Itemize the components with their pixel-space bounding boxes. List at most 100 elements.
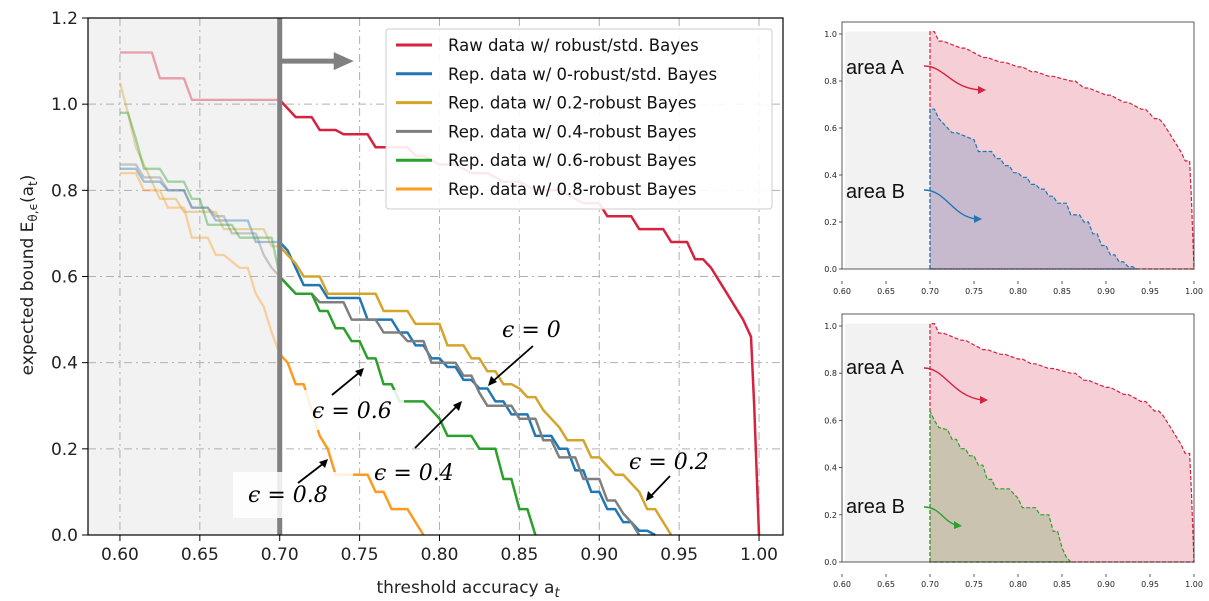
y-tick-label: 0.8 — [824, 369, 837, 378]
annotation-bg-eps-0.8 — [233, 472, 353, 518]
y-tick-label: 0.0 — [824, 558, 837, 567]
annotation-arrow-eps-0 — [491, 345, 534, 383]
area-chart-top-y-ticks: 0.0 0.2 0.4 0.6 0.8 1.0 — [824, 30, 842, 274]
legend-label: Rep. data w/ 0.6-robust Bayes — [448, 151, 696, 170]
y-tick-label: 1.0 — [51, 95, 78, 115]
main-y-ticks: 0.0 0.2 0.4 0.6 0.8 1.0 1.2 — [51, 9, 88, 546]
x-axis-label: threshold accuracy at — [376, 578, 560, 601]
y-tick-label: 0.2 — [824, 218, 837, 227]
series-line-faded — [118, 82, 280, 248]
y-tick-label: 0.6 — [824, 416, 837, 425]
arrowhead-eps-0.8 — [319, 459, 328, 468]
area-a-arrowhead — [980, 396, 988, 404]
annotation-arrows — [297, 345, 671, 498]
annotation-arrowheads — [319, 368, 654, 501]
area-chart-top-x-ticks: 0.60 0.65 0.70 0.75 0.80 0.85 0.90 0.95 1.00 — [833, 281, 1203, 296]
area-a-arrow — [923, 367, 983, 401]
threshold-arrow-head — [333, 52, 354, 71]
annotation-eps-0: ϵ = 0 — [502, 318, 561, 343]
y-tick-label: 1.0 — [824, 30, 837, 39]
x-tick-label: 0.90 — [1097, 580, 1115, 589]
series-line — [278, 275, 641, 536]
y-tick-label: 0.6 — [824, 124, 837, 133]
series-line-faded — [120, 171, 281, 355]
series-line-faded — [120, 167, 280, 244]
area-chart-bottom-shaded-region — [845, 323, 930, 562]
annotation-eps-0.4: ϵ = 0.4 — [374, 461, 454, 486]
x-tick-label: 0.75 — [341, 545, 379, 565]
y-axis-label: expected bound Eθ,ϵ(at) — [18, 175, 40, 376]
x-tick-label: 1.00 — [1185, 580, 1203, 589]
annotation-eps-0.8: ϵ = 0.8 — [248, 483, 328, 508]
x-tick-label: 0.85 — [500, 545, 538, 565]
arrowhead-eps-0.2 — [646, 491, 654, 501]
area-a-fill — [929, 31, 1195, 270]
area-a-label: area A — [846, 57, 904, 79]
x-tick-label: 0.90 — [580, 545, 618, 565]
legend-label: Raw data w/ robust/std. Bayes — [448, 36, 699, 55]
area-chart-bottom-x-ticks: 0.60 0.65 0.70 0.75 0.80 0.85 0.90 0.95 1.00 — [833, 574, 1203, 589]
area-a-fill — [929, 323, 1195, 563]
legend-label: Rep. data w/ 0.4-robust Bayes — [448, 122, 696, 141]
x-tick-label: 0.75 — [965, 287, 983, 296]
annotation-arrow-eps-0.2 — [649, 475, 671, 498]
y-tick-label: 0.0 — [824, 265, 837, 274]
legend-label: Rep. data w/ 0.8-robust Bayes — [448, 180, 696, 199]
x-tick-label: 0.60 — [833, 287, 851, 296]
x-tick-label: 0.95 — [1141, 287, 1159, 296]
y-tick-label: 1.2 — [51, 9, 78, 29]
arrowhead-eps-0 — [488, 376, 497, 386]
x-tick-label: 0.75 — [965, 580, 983, 589]
legend-items: Raw data w/ robust/std. Bayes Rep. data w… — [396, 36, 717, 199]
series-line — [278, 245, 673, 536]
y-tick-label: 0.8 — [51, 181, 78, 201]
x-tick-label: 0.80 — [421, 545, 459, 565]
y-tick-label: 0.6 — [51, 268, 78, 288]
main-x-ticks: 0.60 0.65 0.70 0.75 0.80 0.85 0.90 0.95 1.00 — [101, 535, 778, 565]
area-chart-top-frame — [841, 21, 1195, 270]
x-tick-label: 0.70 — [261, 545, 299, 565]
area-chart-top: 0.60 0.65 0.70 0.75 0.80 0.85 0.90 0.95 1.00 0.0… — [824, 21, 1203, 296]
x-tick-label: 1.00 — [1185, 287, 1203, 296]
x-tick-label: 0.65 — [181, 545, 219, 565]
legend-box — [385, 28, 773, 210]
y-tick-label: 0.2 — [824, 511, 837, 520]
annotation-bg-eps-0.6 — [298, 390, 404, 430]
y-tick-label: 0.4 — [824, 171, 837, 180]
area-b-label: area B — [846, 181, 905, 203]
x-tick-label: 0.70 — [921, 287, 939, 296]
arrowhead-eps-0.4 — [453, 401, 462, 411]
annotation-arrow-eps-0.6 — [331, 371, 361, 396]
area-b-arrowhead — [954, 521, 962, 529]
x-tick-label: 0.85 — [1053, 580, 1071, 589]
series-line-faded — [120, 111, 281, 277]
x-tick-label: 0.80 — [1009, 580, 1027, 589]
area-b-arrowhead — [974, 215, 982, 223]
area-a-arrow — [923, 65, 981, 91]
series-line — [278, 275, 537, 536]
area-b-arrow — [923, 189, 977, 220]
y-tick-label: 0.0 — [51, 526, 78, 546]
area-chart-bottom-y-ticks: 0.0 0.2 0.4 0.6 0.8 1.0 — [824, 322, 842, 567]
x-tick-label: 0.95 — [660, 545, 698, 565]
threshold-arrow — [279, 52, 354, 71]
arrowhead-eps-0.6 — [355, 368, 364, 377]
y-tick-label: 1.0 — [824, 322, 837, 331]
annotation-eps-0.6: ϵ = 0.6 — [312, 399, 392, 424]
main-chart: 0.60 0.65 0.70 0.75 0.80 0.85 0.90 0.95 1.00 0.0… — [18, 9, 784, 601]
area-a-label: area A — [846, 357, 904, 379]
y-tick-label: 0.4 — [824, 464, 837, 473]
legend: Raw data w/ robust/std. Bayes Rep. data w… — [385, 28, 773, 210]
legend-label: Rep. data w/ 0-robust/std. Bayes — [448, 65, 717, 84]
annotations: ϵ = 0 ϵ = 0.2 ϵ = 0.4 ϵ = 0.6 ϵ = 0.8 — [233, 318, 709, 518]
x-tick-label: 0.60 — [101, 545, 139, 565]
area-b-fill — [929, 410, 1073, 563]
area-chart-top-shaded-region — [845, 31, 930, 270]
area-b-arrow — [923, 506, 957, 526]
x-tick-label: 0.65 — [877, 287, 895, 296]
area-a-arrowhead — [978, 86, 986, 94]
y-tick-label: 0.2 — [51, 440, 78, 460]
x-tick-label: 0.80 — [1009, 287, 1027, 296]
series-line — [278, 241, 656, 537]
